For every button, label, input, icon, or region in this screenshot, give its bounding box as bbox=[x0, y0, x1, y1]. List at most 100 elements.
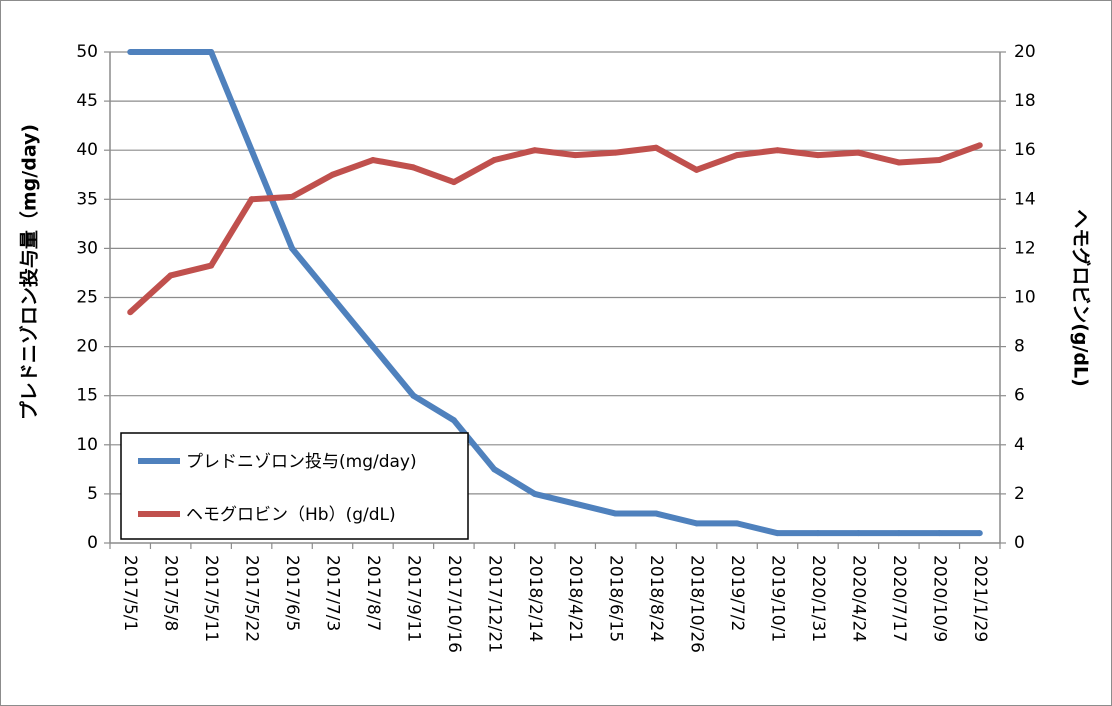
left-tick-label: 30 bbox=[76, 238, 98, 258]
left-tick-label: 25 bbox=[76, 288, 98, 308]
left-axis-ticks: 0 5 10 15 20 25 30 35 40 45 50 bbox=[76, 42, 98, 553]
x-tick-label: 2018/10/26 bbox=[687, 555, 707, 653]
x-tick-label: 2018/6/15 bbox=[606, 555, 626, 642]
data-point-hemoglobin bbox=[653, 144, 660, 151]
data-point-prednisolone bbox=[653, 510, 660, 517]
x-tick-label: 2017/10/16 bbox=[444, 555, 464, 653]
left-tick-label: 35 bbox=[76, 189, 98, 209]
data-point-hemoglobin bbox=[369, 157, 376, 164]
data-point-prednisolone bbox=[127, 49, 134, 55]
left-tick-label: 15 bbox=[76, 386, 98, 406]
x-tick-label: 2019/10/1 bbox=[768, 555, 788, 642]
x-tick-label: 2017/9/11 bbox=[403, 555, 423, 642]
left-tick-label: 20 bbox=[76, 337, 98, 357]
x-tick-label: 2020/1/31 bbox=[808, 555, 828, 642]
data-point-prednisolone bbox=[895, 530, 902, 537]
data-point-prednisolone bbox=[774, 530, 781, 537]
right-axis-ticks: 0 2 4 6 8 10 12 14 16 18 20 bbox=[1014, 42, 1036, 553]
data-point-prednisolone bbox=[814, 530, 821, 537]
x-tick-label: 2017/12/21 bbox=[484, 555, 504, 653]
data-point-prednisolone bbox=[734, 520, 741, 527]
data-point-hemoglobin bbox=[531, 147, 538, 154]
data-point-hemoglobin bbox=[450, 179, 457, 186]
left-tick-label: 0 bbox=[87, 533, 98, 553]
data-point-prednisolone bbox=[693, 520, 700, 527]
x-axis-ticks: 2017/5/1 2017/5/8 2017/5/11 2017/5/22 2017/6… bbox=[120, 555, 990, 653]
left-tick-label: 50 bbox=[76, 42, 98, 62]
data-point-prednisolone bbox=[410, 392, 417, 399]
left-tick-label: 5 bbox=[87, 484, 98, 504]
x-tick-label: 2018/2/14 bbox=[525, 555, 545, 642]
x-tick-label: 2018/4/21 bbox=[565, 555, 585, 642]
right-axis-title: ヘモグロビン(g/dL) bbox=[1070, 209, 1093, 387]
right-tick-label: 0 bbox=[1014, 533, 1025, 553]
right-tick-label: 18 bbox=[1014, 91, 1036, 111]
data-point-prednisolone bbox=[167, 49, 174, 55]
data-point-hemoglobin bbox=[491, 157, 498, 164]
data-point-prednisolone bbox=[612, 510, 619, 517]
data-point-hemoglobin bbox=[167, 272, 174, 279]
right-tick-label: 12 bbox=[1014, 238, 1036, 258]
data-point-prednisolone bbox=[531, 490, 538, 497]
legend: プレドニゾロン投与(mg/day) ヘモグロビン（Hb）(g/dL) bbox=[120, 432, 469, 540]
data-point-hemoglobin bbox=[248, 196, 255, 203]
data-point-hemoglobin bbox=[774, 147, 781, 154]
left-axis-title: プレドニゾロン投与量（mg/day) bbox=[18, 124, 41, 420]
right-tick-label: 4 bbox=[1014, 435, 1025, 455]
data-point-prednisolone bbox=[450, 417, 457, 424]
data-point-hemoglobin bbox=[410, 164, 417, 171]
x-tick-label: 2020/7/17 bbox=[889, 555, 909, 642]
data-point-hemoglobin bbox=[329, 171, 336, 178]
data-point-hemoglobin bbox=[289, 193, 296, 200]
data-point-hemoglobin bbox=[936, 157, 943, 164]
legend-box bbox=[120, 432, 469, 540]
data-point-prednisolone bbox=[855, 530, 862, 537]
x-tick-label: 2020/10/9 bbox=[929, 555, 949, 642]
left-tick-label: 10 bbox=[76, 435, 98, 455]
data-point-hemoglobin bbox=[572, 152, 579, 159]
right-tick-label: 16 bbox=[1014, 140, 1036, 160]
right-tick-label: 10 bbox=[1014, 288, 1036, 308]
data-point-prednisolone bbox=[936, 530, 943, 537]
left-tick-label: 40 bbox=[76, 140, 98, 160]
series-line-hemoglobin bbox=[128, 142, 981, 315]
axes bbox=[104, 51, 1006, 549]
right-tick-label: 2 bbox=[1014, 484, 1025, 504]
x-tick-label: 2017/7/3 bbox=[323, 555, 343, 631]
x-tick-label: 2017/5/8 bbox=[161, 555, 181, 631]
data-point-prednisolone bbox=[976, 530, 983, 537]
x-tick-label: 2021/1/29 bbox=[970, 555, 990, 642]
legend-label-hemoglobin: ヘモグロビン（Hb）(g/dL) bbox=[186, 505, 396, 525]
data-point-hemoglobin bbox=[814, 152, 821, 159]
x-tick-label: 2020/4/24 bbox=[848, 555, 868, 642]
data-point-hemoglobin bbox=[208, 262, 215, 269]
data-point-prednisolone bbox=[572, 500, 579, 507]
x-tick-label: 2019/7/2 bbox=[727, 555, 747, 631]
x-tick-label: 2018/8/24 bbox=[646, 555, 666, 642]
data-point-prednisolone bbox=[329, 294, 336, 301]
data-point-hemoglobin bbox=[976, 142, 983, 149]
x-tick-label: 2017/5/1 bbox=[120, 555, 140, 631]
legend-label-prednisolone: プレドニゾロン投与(mg/day) bbox=[186, 452, 417, 472]
data-point-hemoglobin bbox=[855, 149, 862, 156]
right-tick-label: 14 bbox=[1014, 189, 1036, 209]
x-tick-label: 2017/5/11 bbox=[201, 555, 221, 642]
data-point-prednisolone bbox=[369, 343, 376, 350]
right-tick-label: 20 bbox=[1014, 42, 1036, 62]
data-point-hemoglobin bbox=[895, 159, 902, 166]
series-layer bbox=[127, 49, 983, 537]
data-point-hemoglobin bbox=[734, 152, 741, 159]
data-point-prednisolone bbox=[491, 466, 498, 473]
data-point-hemoglobin bbox=[612, 149, 619, 156]
data-point-hemoglobin bbox=[693, 166, 700, 173]
right-tick-label: 8 bbox=[1014, 337, 1025, 357]
x-tick-label: 2017/8/7 bbox=[363, 555, 383, 631]
right-tick-label: 6 bbox=[1014, 386, 1025, 406]
data-point-prednisolone bbox=[248, 147, 255, 154]
left-tick-label: 45 bbox=[76, 91, 98, 111]
data-point-prednisolone bbox=[208, 49, 215, 55]
data-point-prednisolone bbox=[289, 245, 296, 252]
gridlines bbox=[110, 51, 1000, 495]
